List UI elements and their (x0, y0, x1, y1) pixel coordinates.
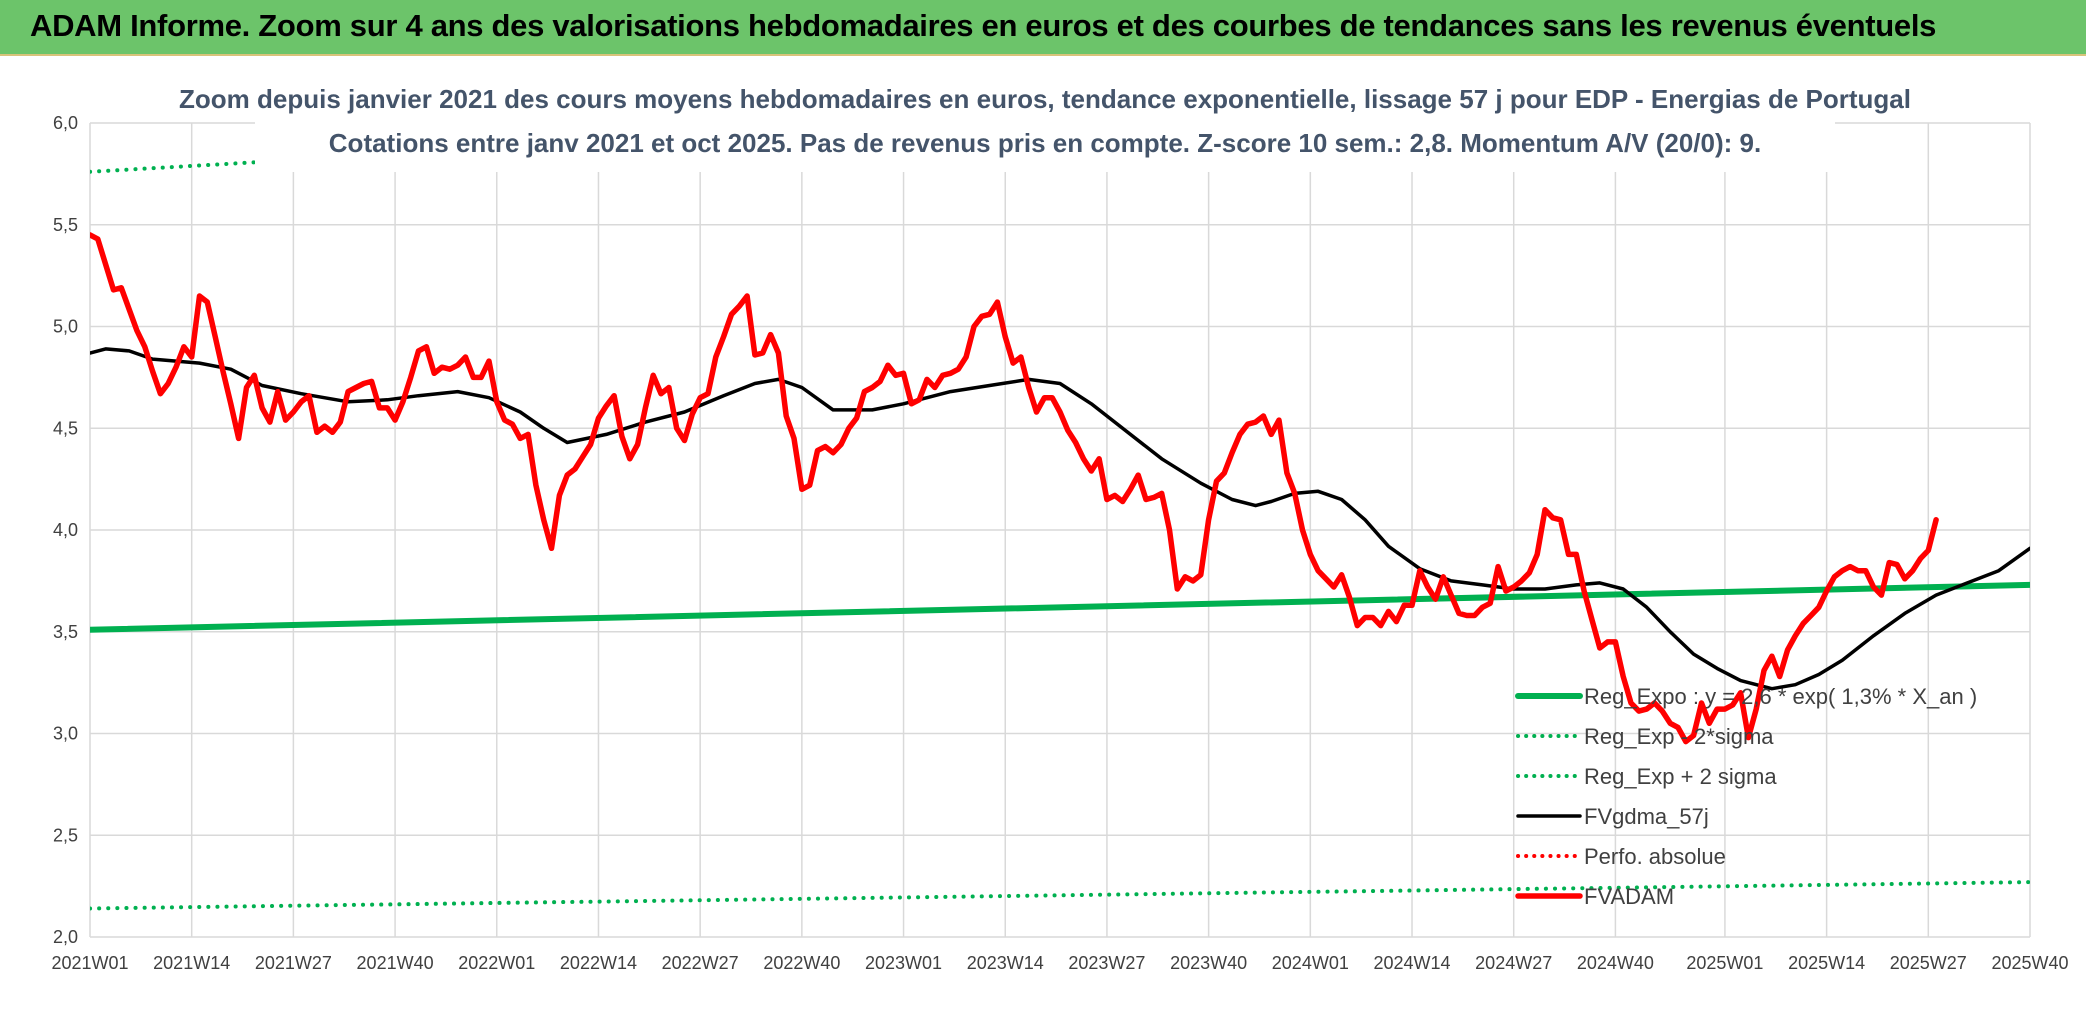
x-tick-label: 2023W27 (1068, 953, 1145, 973)
series-line-0 (90, 581, 2030, 633)
x-tick-label: 2022W27 (662, 953, 739, 973)
x-tick-label: 2024W01 (1272, 953, 1349, 973)
series-line-1 (90, 880, 2030, 911)
y-tick-label: 4,0 (53, 520, 78, 540)
axes-layer: 2,0 2,5 3,0 3,5 4,0 4,5 5,0 5,5 6,0 2021W01 2021W1… (51, 113, 2068, 973)
y-tick-label: 2,5 (53, 825, 78, 845)
x-tick-label: 2021W40 (357, 953, 434, 973)
x-tick-label: 2024W14 (1373, 953, 1450, 973)
x-tick-label: 2024W40 (1577, 953, 1654, 973)
series-line-5 (90, 232, 1939, 745)
title-backdrop (255, 64, 1835, 172)
line-chart: Zoom depuis janvier 2021 des cours moyen… (51, 64, 2069, 973)
x-tick-label: 2022W14 (560, 953, 637, 973)
y-tick-label: 6,0 (53, 113, 78, 133)
chart-title: Zoom depuis janvier 2021 des cours moyen… (179, 84, 1911, 114)
x-tick-label: 2025W27 (1890, 953, 1967, 973)
legend-label: Reg_Exp + 2 sigma (1584, 764, 1777, 789)
y-tick-label: 2,0 (53, 927, 78, 947)
chart-titles: Zoom depuis janvier 2021 des cours moyen… (179, 64, 1911, 172)
x-tick-label: 2025W01 (1686, 953, 1763, 973)
x-tick-label: 2022W01 (458, 953, 535, 973)
report-banner: ADAM Informe. Zoom sur 4 ans des valoris… (0, 0, 2086, 56)
legend-label: FVADAM (1584, 884, 1674, 909)
x-tick-label: 2021W27 (255, 953, 332, 973)
y-tick-label: 4,5 (53, 418, 78, 438)
legend-label: FVgdma_57j (1584, 804, 1709, 829)
x-tick-label: 2024W27 (1475, 953, 1552, 973)
x-tick-label: 2023W40 (1170, 953, 1247, 973)
legend-label: Reg_Expo : y = 2,6 * exp( 1,3% * X_an ) (1584, 684, 1977, 709)
series-layer (90, 123, 2030, 911)
y-tick-label: 5,0 (53, 317, 78, 337)
x-tick-label: 2021W01 (51, 953, 128, 973)
x-tick-label: 2023W01 (865, 953, 942, 973)
legend-label: Perfo. absolue (1584, 844, 1726, 869)
y-tick-label: 5,5 (53, 215, 78, 235)
legend-label: Reg_Exp - 2*sigma (1584, 724, 1774, 749)
y-tick-label: 3,5 (53, 622, 78, 642)
y-tick-label: 3,0 (53, 724, 78, 744)
x-tick-label: 2025W14 (1788, 953, 1865, 973)
plot-grid (89, 122, 2031, 938)
x-tick-label: 2022W40 (763, 953, 840, 973)
x-tick-label: 2021W14 (153, 953, 230, 973)
x-tick-label: 2025W40 (1991, 953, 2068, 973)
series-line-3 (90, 347, 2030, 691)
x-tick-label: 2023W14 (967, 953, 1044, 973)
chart-subtitle: Cotations entre janv 2021 et oct 2025. P… (329, 128, 1761, 158)
legend: Reg_Expo : y = 2,6 * exp( 1,3% * X_an ) R… (1515, 684, 1977, 909)
report-title: ADAM Informe. Zoom sur 4 ans des valoris… (30, 8, 1937, 43)
